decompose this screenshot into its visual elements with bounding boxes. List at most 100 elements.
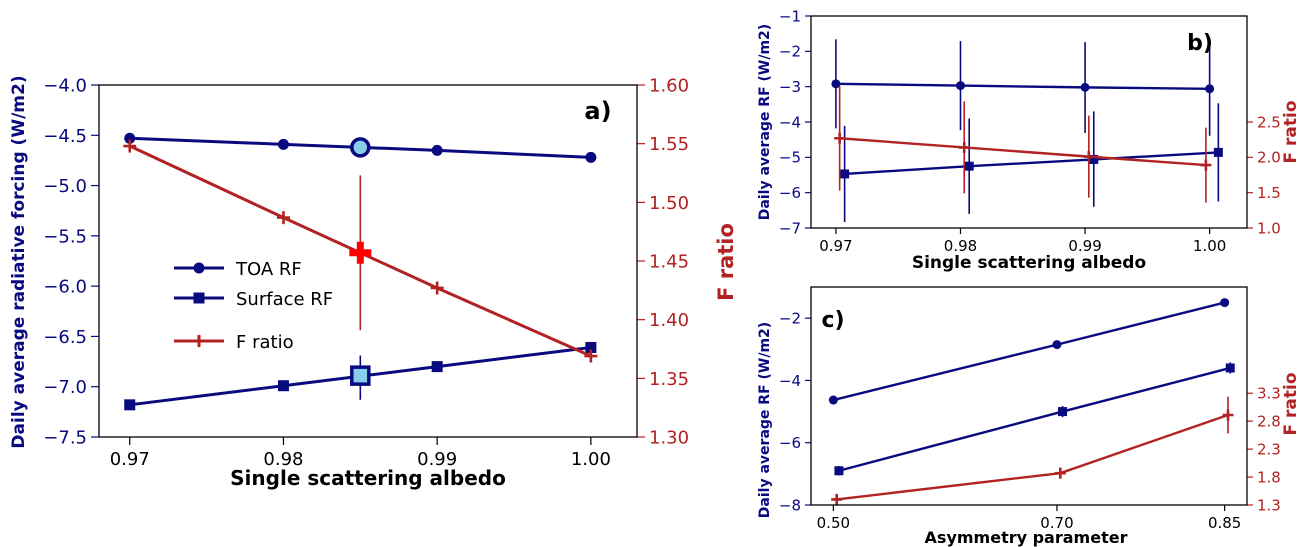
panel-a-xtick-label: 0.99 <box>417 449 457 470</box>
panel-c-series <box>828 298 1235 505</box>
panel-a-xtick-label: 1.00 <box>571 449 611 470</box>
legend-label-toa: TOA RF <box>235 259 302 280</box>
panel-c-ytick-label: −2 <box>779 310 801 328</box>
panel-b-point-surface-rf <box>1213 147 1223 157</box>
panel-b-point-toa-rf <box>831 79 841 89</box>
panel-a-ytick-label: −5.0 <box>43 176 87 197</box>
panel-c-ytick-label: −4 <box>779 372 801 390</box>
panel-b-ytick-label: −5 <box>779 149 801 167</box>
panel-c-point-surface-rf <box>834 466 844 476</box>
panel-b-ytick-label: −7 <box>779 219 801 237</box>
panel-a-ytick-label: −4.5 <box>43 126 87 147</box>
panel-b-point-surface-rf <box>1089 154 1099 164</box>
panel-a-xtick-label: 0.98 <box>263 449 303 470</box>
panel-a-chart: 0.97 0.98 0.99 1.00 −4.0 −4.5 −5.0 −5.5 −6.0 −6.5… <box>9 75 738 490</box>
panel-a-ytick-label: −5.5 <box>43 226 87 247</box>
panel-a-y2tick-label: 1.55 <box>649 134 689 155</box>
legend-label-fratio: F ratio <box>236 332 294 353</box>
panel-a-ticks: 0.97 0.98 0.99 1.00 −4.0 −4.5 −5.0 −5.5 −6.0 −6.5… <box>43 75 689 470</box>
panel-b-point-f-ratio <box>1083 151 1095 163</box>
panel-a-point-surface-rf <box>585 341 597 353</box>
panel-c-ytick-label: −8 <box>779 496 801 514</box>
panel-b-ytick-label: −2 <box>779 43 801 61</box>
panel-a-point-surface-rf <box>124 399 136 411</box>
panel-c-y2tick-label: 2.3 <box>1257 441 1281 459</box>
panel-a-frame <box>98 84 638 438</box>
panel-c-point-f-ratio <box>1054 467 1066 479</box>
panel-c-ytick-label: −6 <box>779 434 801 452</box>
panel-c-point-toa-rf <box>828 395 838 405</box>
panel-b-label: b) <box>1187 31 1213 56</box>
panel-a-y2label: F ratio <box>714 223 738 301</box>
panel-c-y2tick-label: 1.3 <box>1257 496 1281 514</box>
panel-b-y2label: F ratio <box>1281 100 1298 163</box>
panel-b-y2tick-label: 1.0 <box>1257 219 1281 237</box>
panel-c-xlabel: Asymmetry parameter <box>925 528 1128 547</box>
panel-a-series <box>123 132 598 411</box>
panel-a-point-surface-rf <box>431 361 443 373</box>
panel-a-point-f-ratio <box>276 211 290 225</box>
panel-a-point-f-ratio <box>430 281 444 295</box>
panel-c-y2tick-label: 2.8 <box>1257 413 1281 431</box>
legend-item-fratio: F ratio <box>174 332 294 353</box>
panel-b-y2tick-label: 2.5 <box>1257 113 1281 131</box>
panel-c-xtick-label: 0.50 <box>817 514 850 532</box>
panel-c-point-f-ratio <box>1222 409 1234 421</box>
panel-c-ylabel: Daily average RF (W/m2) <box>757 322 773 518</box>
panel-b-series-line-surface-rf <box>844 151 1219 176</box>
panel-b-point-surface-rf <box>840 169 850 179</box>
panel-c-point-surface-rf <box>1225 363 1235 373</box>
panel-b-xtick-label: 0.98 <box>944 237 977 255</box>
panel-b-point-toa-rf <box>955 81 965 91</box>
panel-b-xtick-label: 0.97 <box>819 237 852 255</box>
panel-a-ytick-label: −7.0 <box>43 377 87 398</box>
panel-a-y2tick-label: 1.30 <box>649 427 689 448</box>
panel-c-y2label: F ratio <box>1281 372 1298 435</box>
panel-c-xtick-label: 0.85 <box>1208 514 1241 532</box>
legend-item-toa: TOA RF <box>174 259 302 280</box>
panel-a-ytick-label: −6.5 <box>43 327 87 348</box>
panel-b-point-f-ratio <box>1200 159 1212 171</box>
panel-c-chart: 0.50 0.70 0.85 −2 −4 −6 −8 3.3 2.8 2.3 1.8 1.3 Asym… <box>757 286 1298 547</box>
panel-b-xtick-label: 1.00 <box>1193 237 1226 255</box>
panel-a-y2tick-label: 1.60 <box>649 75 689 96</box>
legend: TOA RF Surface RF F ratio <box>174 259 333 353</box>
panel-a-y2tick-label: 1.35 <box>649 369 689 390</box>
panel-a-point-toa-rf <box>277 138 289 150</box>
panel-b-point-f-ratio <box>958 141 970 153</box>
panel-b-series-line-f-ratio <box>839 137 1206 167</box>
panel-a-point-toa-rf <box>585 151 597 163</box>
panel-b-ytick-label: −4 <box>779 113 801 131</box>
legend-marker-plus <box>193 335 205 347</box>
panel-b-y2tick-label: 1.5 <box>1257 184 1281 202</box>
panel-b-xlabel: Single scattering albedo <box>912 253 1146 273</box>
panel-b-series-line-toa-rf <box>835 82 1210 90</box>
panel-c-label: c) <box>821 308 844 333</box>
legend-label-surface: Surface RF <box>236 289 333 310</box>
panel-c-y2tick-label: 3.3 <box>1257 385 1281 403</box>
panel-a-xlabel: Single scattering albedo <box>230 466 506 490</box>
panel-a-highlight-point-surface <box>350 365 371 386</box>
panel-a-point-f-ratio <box>123 139 137 153</box>
panel-a-xtick-label: 0.97 <box>110 449 150 470</box>
panel-a-ytick-label: −7.5 <box>43 427 87 448</box>
panel-b-point-toa-rf <box>1205 84 1215 94</box>
panel-b-ytick-label: −6 <box>779 184 801 202</box>
panel-a-point-toa-rf <box>124 132 136 144</box>
panel-a-highlight-point-fratio <box>349 241 372 264</box>
panel-a-point-toa-rf <box>431 144 443 156</box>
panel-b-point-surface-rf <box>964 161 974 171</box>
panel-b-chart: 0.97 0.98 0.99 1.00 −1 −2 −3 −4 −5 −6 −7 2.5 2.0 1.5 1… <box>757 7 1298 273</box>
panel-a-ytick-label: −6.0 <box>43 277 87 298</box>
legend-marker-square <box>193 292 205 304</box>
panel-a-y2tick-label: 1.50 <box>649 193 689 214</box>
panel-a-y2tick-label: 1.40 <box>649 310 689 331</box>
panel-c-y2tick-label: 1.8 <box>1257 468 1281 486</box>
panel-b-ticks: 0.97 0.98 0.99 1.00 −1 −2 −3 −4 −5 −6 −7 2.5 2.0 1.5 1… <box>779 7 1281 255</box>
panel-c-point-toa-rf <box>1220 298 1230 308</box>
legend-item-surface: Surface RF <box>174 289 333 310</box>
panel-c-series-line-f-ratio <box>836 413 1229 501</box>
panel-b-xtick-label: 0.99 <box>1068 237 1101 255</box>
panel-a-ytick-label: −4.0 <box>43 75 87 96</box>
